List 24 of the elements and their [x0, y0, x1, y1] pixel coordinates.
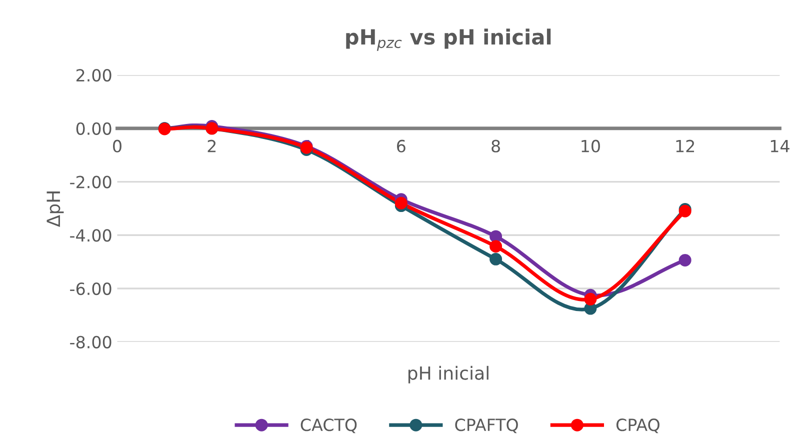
x-tick-label: 14 [770, 140, 790, 152]
y-tick-label: 2.00 [76, 69, 112, 82]
legend-label: CPAFTQ [455, 418, 518, 434]
point [394, 196, 408, 210]
y-tick-label: 0.00 [76, 122, 112, 135]
y-tick-label: -8.00 [70, 336, 112, 348]
x-tick-label: 10 [582, 140, 600, 152]
y-axis-title: ΔpH [46, 192, 64, 228]
x-tick-label: 2 [208, 140, 216, 152]
point [584, 292, 597, 306]
legend-label: CACTQ [300, 418, 357, 434]
chart-title: pH$_{pzc}$ vs pH inicial [346, 28, 551, 51]
x-axis-title: pH inicial [408, 366, 488, 384]
x-tick-label: 12 [676, 140, 694, 152]
x-tick-label: 8 [492, 140, 500, 152]
y-tick-label: -6.00 [70, 282, 112, 296]
point [490, 252, 502, 266]
y-tick-label: -2.00 [70, 176, 112, 188]
y-tick-label: -4.00 [70, 229, 112, 242]
point [678, 254, 692, 266]
legend-label: CPAQ [616, 418, 660, 434]
x-tick-label: 6 [397, 140, 406, 152]
x-tick-label: 0 [113, 140, 122, 152]
point [490, 240, 502, 253]
